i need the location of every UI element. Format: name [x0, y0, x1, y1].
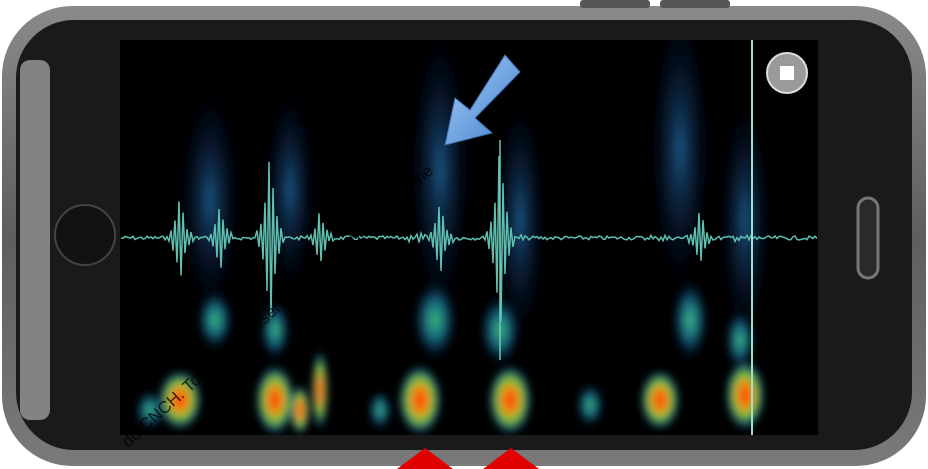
spectrogram-blob — [290, 385, 310, 435]
red-arrow — [483, 448, 539, 469]
spectrogram-blob — [725, 360, 765, 430]
spectrogram-blob — [488, 365, 532, 435]
spectrogram-blob — [260, 300, 290, 360]
spectrogram-blob — [576, 383, 604, 427]
stop-icon — [780, 66, 794, 80]
spectrogram-blob — [368, 390, 392, 430]
side-band — [20, 60, 50, 420]
spectrogram-blob — [720, 100, 770, 340]
spectrogram-blob — [413, 280, 457, 360]
waveform — [120, 155, 818, 322]
volume-button[interactable] — [660, 0, 730, 8]
speaker — [856, 196, 880, 280]
spectrogram-blob — [725, 310, 755, 370]
spectrogram-blob — [180, 90, 240, 310]
spectrogram-blob — [158, 370, 202, 430]
spectrogram-blob — [672, 280, 708, 360]
spectrogram-blob — [135, 390, 165, 430]
home-button[interactable] — [54, 204, 116, 266]
spectrogram-blob — [398, 365, 442, 435]
spectrogram-blob — [640, 370, 680, 430]
red-arrow — [397, 448, 453, 469]
volume-button[interactable] — [580, 0, 650, 8]
spectrogram-blob — [312, 350, 328, 430]
spectrogram-blob — [255, 365, 295, 435]
spectrogram-blob — [265, 90, 315, 290]
spectrogram-blob — [495, 100, 545, 340]
pointer-arrow — [444, 54, 521, 146]
spectrogram — [135, 40, 770, 435]
spectrogram-blob — [197, 290, 233, 350]
